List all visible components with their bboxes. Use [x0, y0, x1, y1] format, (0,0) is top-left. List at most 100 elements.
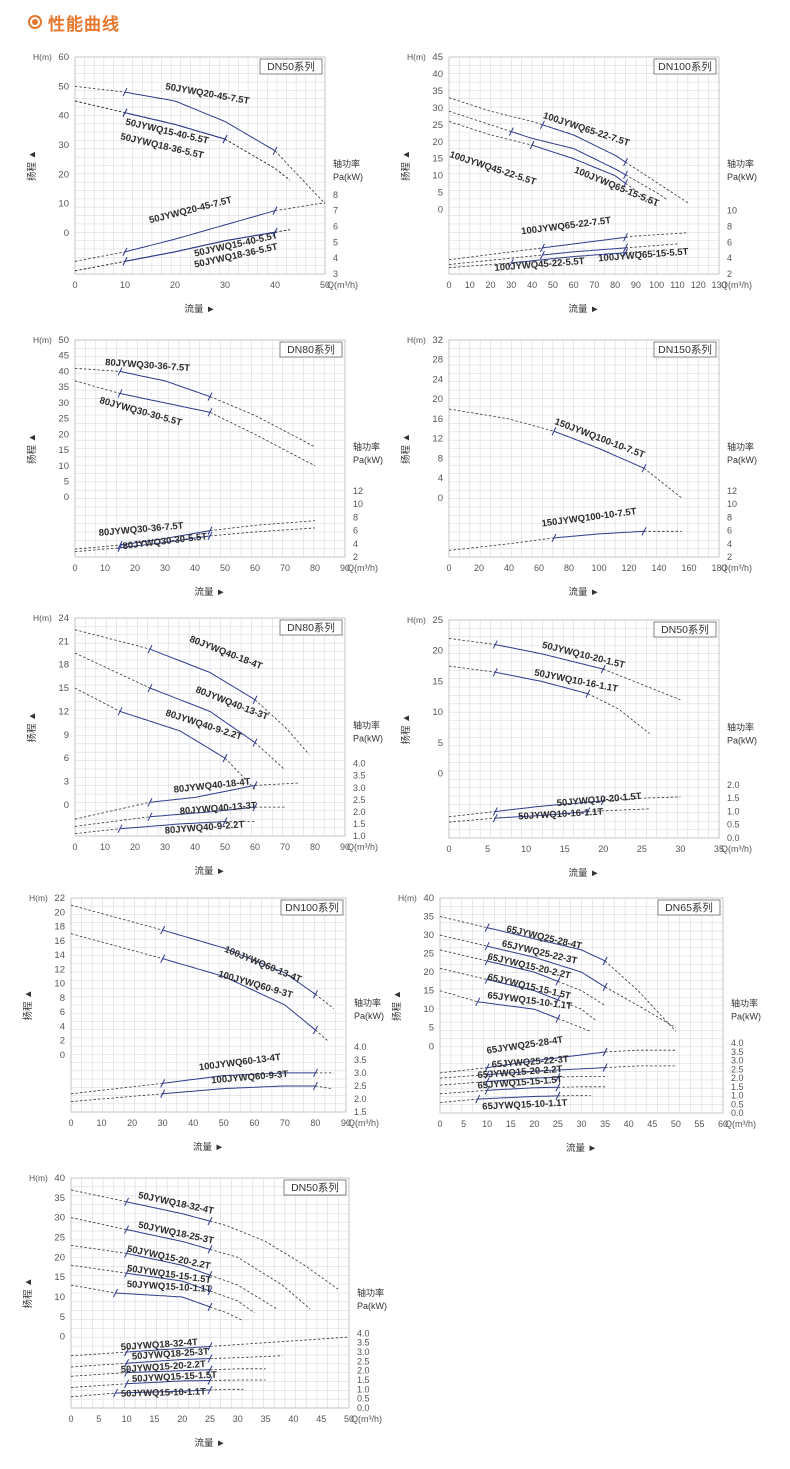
x-tick-label: 110: [670, 280, 684, 290]
x-tick-label: 60: [250, 563, 260, 573]
head-range-marker: [207, 392, 213, 401]
power-tick-label: 12: [353, 486, 363, 496]
head-curve-dashed: [315, 1029, 328, 1041]
power-range-marker: [540, 250, 545, 260]
power-curve-solid: [477, 1095, 558, 1100]
y-unit-label: H(m): [29, 893, 48, 903]
head-curve-dashed: [448, 665, 496, 673]
y-tick-label: 16: [54, 936, 65, 947]
head-curve-dashed: [625, 182, 657, 207]
power-curve-solid: [149, 806, 256, 818]
head-range-marker: [492, 640, 498, 649]
power-curve-dashed: [74, 816, 151, 827]
x-tick-label: 40: [504, 563, 514, 573]
power-tick-label: 2: [353, 552, 358, 562]
head-curve-solid: [487, 927, 606, 962]
power-tick-label: 0.0: [727, 833, 740, 843]
head-range-marker: [475, 997, 481, 1007]
power-range-marker: [540, 243, 545, 253]
power-tick-label: 6: [333, 221, 338, 231]
power-range-marker: [117, 540, 123, 550]
power-tick-label: 1.5: [731, 1082, 744, 1092]
head-range-marker: [117, 367, 123, 376]
power-tick-label: 1.0: [353, 831, 366, 841]
power-tick-label: 8: [353, 512, 358, 522]
power-tick-label: 4.0: [357, 1328, 370, 1338]
power-tick-label: 0.5: [357, 1394, 370, 1404]
series-badge: DN65系列: [665, 901, 713, 914]
power-tick-label: 5: [333, 237, 338, 247]
x-tick-label: 10: [122, 1414, 132, 1424]
x-tick-label: 15: [506, 1119, 516, 1129]
y-unit-label: H(m): [33, 613, 52, 623]
y-tick-label: 4: [438, 473, 443, 484]
x-tick-label: 30: [158, 1118, 168, 1128]
x-tick-label: 10: [482, 1119, 492, 1129]
x-unit-label: Q(m³/h): [351, 1414, 382, 1424]
power-range-marker: [124, 1359, 130, 1368]
x-tick-label: 0: [68, 1118, 73, 1128]
head-curve-solid: [126, 1252, 211, 1276]
power-axis-title: 轴功率: [727, 158, 754, 169]
x-tick-label: 20: [474, 563, 484, 573]
head-curve-label: 50JYWQ18-25-3T: [137, 1220, 215, 1247]
series-badge-box: [283, 1179, 347, 1196]
power-curve-solid: [162, 1072, 316, 1084]
x-tick-label: 5: [485, 844, 490, 854]
power-range-marker: [252, 781, 258, 790]
power-range-marker: [160, 1089, 166, 1098]
y-tick-label: 50: [58, 81, 69, 92]
power-tick-label: 6: [727, 237, 732, 247]
y-tick-label: 12: [58, 706, 69, 717]
series-badge-box: [279, 619, 343, 636]
series-badge: DN100系列: [658, 60, 712, 73]
power-curve-dashed: [439, 1067, 488, 1074]
x-tick-label: 50: [220, 563, 230, 573]
x-tick-label: 40: [190, 563, 200, 573]
head-range-marker: [252, 738, 258, 747]
power-curve-solid: [542, 236, 626, 249]
power-range-marker: [122, 257, 128, 266]
y-tick-label: 32: [432, 335, 443, 346]
x-axis-title: 流量 ►: [568, 303, 599, 315]
power-curve-solid: [487, 1067, 606, 1076]
x-axis-title: 流量 ►: [568, 867, 599, 879]
head-range-marker: [117, 707, 123, 716]
power-curve-dashed: [557, 1086, 606, 1088]
head-range-marker: [623, 170, 628, 180]
x-unit-label: Q(m³/h): [721, 563, 752, 573]
power-curve-label: 50JYWQ18-32-4T: [121, 1337, 199, 1353]
power-tick-label: 3.0: [357, 1347, 370, 1357]
head-range-marker: [207, 1245, 213, 1254]
y-tick-label: 15: [54, 1272, 65, 1283]
y-tick-label: 10: [58, 461, 69, 472]
head-curve-dashed: [209, 396, 316, 448]
x-tick-label: 0: [446, 280, 451, 290]
y-tick-label: 30: [58, 398, 69, 409]
power-tick-label: 3.5: [354, 1055, 367, 1065]
series-badge: DN50系列: [267, 60, 315, 73]
head-curve-dashed: [448, 121, 533, 146]
power-curve-solid: [126, 1380, 210, 1385]
power-range-marker: [147, 812, 153, 821]
y-tick-label: 10: [423, 1004, 434, 1015]
power-tick-label: 2.5: [357, 1356, 370, 1366]
y-tick-label: 16: [432, 414, 443, 425]
power-range-marker: [312, 1068, 318, 1078]
y-tick-label: 20: [432, 646, 443, 657]
head-curve-dashed: [70, 933, 163, 959]
head-range-marker: [312, 1025, 318, 1035]
y-tick-label: 40: [432, 69, 443, 80]
x-tick-label: 40: [188, 1118, 198, 1128]
y-unit-label: H(m): [407, 335, 426, 345]
power-tick-label: 4.0: [731, 1038, 744, 1048]
power-tick-label: 6: [353, 526, 358, 536]
circle-bullet-icon: [28, 15, 42, 29]
power-curve-solid: [124, 210, 276, 253]
series-badge-box: [653, 341, 717, 358]
power-tick-label: 10: [353, 499, 363, 509]
x-tick-label: 60: [534, 563, 544, 573]
power-tick-label: 2.0: [731, 1073, 744, 1083]
x-axis-title: 流量 ►: [194, 1437, 225, 1449]
